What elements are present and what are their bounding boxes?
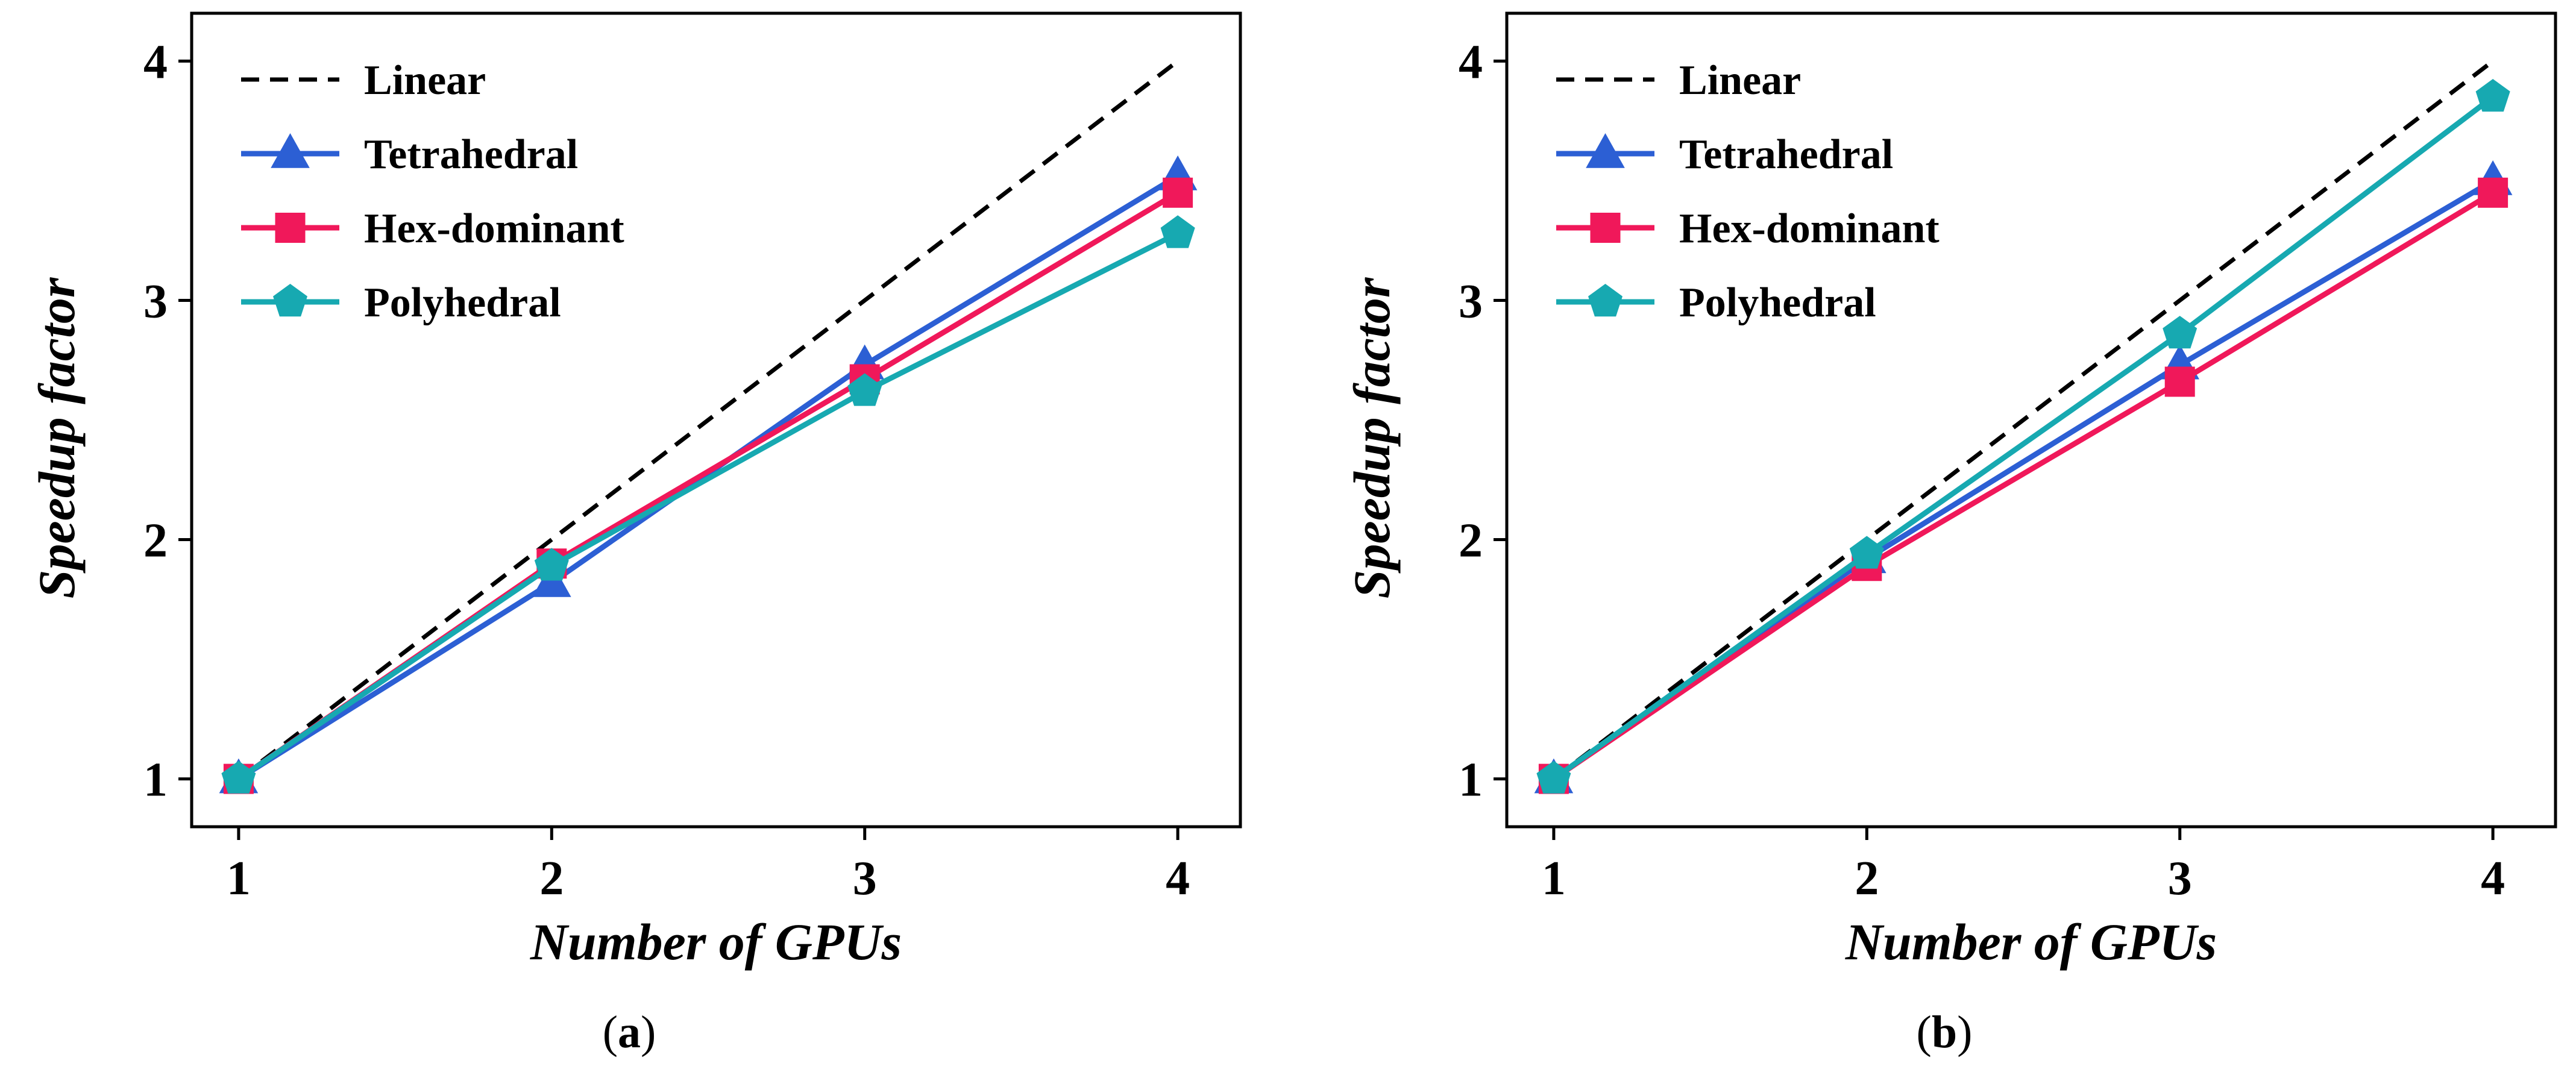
chart-a-legend-polyhedral-label: Polyhedral xyxy=(364,280,561,326)
chart-b-series-polyhedral-point-3 xyxy=(2163,316,2197,349)
chart-b: 1 2 3 4 1 2 3 4 Number of GPUs Speedup factor Line… xyxy=(1343,11,2557,1058)
chart-a-ytick-label-4: 4 xyxy=(143,36,168,89)
chart-a-series-polyhedral-line xyxy=(237,231,1180,782)
chart-a-series-polyhedral-point-2 xyxy=(534,548,569,581)
chart-b-xtick-label-2: 2 xyxy=(1855,852,1879,905)
chart-b-yaxis-label: Speedup factor xyxy=(1343,277,1401,598)
chart-b-series-polyhedral-point-2 xyxy=(1849,536,1884,569)
chart-a-xtick-label-3: 3 xyxy=(853,852,877,905)
chart-b-legend-hex-dominant-marker xyxy=(1590,213,1621,243)
chart-b-plot-frame xyxy=(1505,11,2557,829)
chart-a-series-polyhedral-point-1 xyxy=(221,760,256,794)
chart-b-series-hex-dominant-point-4 xyxy=(2478,177,2508,208)
chart-a-legend-tetrahedral-marker xyxy=(271,133,310,168)
chart-b-ytick-label-2: 2 xyxy=(1459,515,1483,568)
chart-b-series-polyhedral-line xyxy=(1552,95,2495,782)
chart-b-ytick-label-3: 3 xyxy=(1459,275,1483,328)
chart-a-series-hex-dominant xyxy=(223,177,1193,794)
chart-a-series-linear xyxy=(237,59,1180,781)
chart-b-legend-tetrahedral-label: Tetrahedral xyxy=(1679,131,1893,178)
chart-a-xtick-label-2: 2 xyxy=(539,852,564,905)
chart-a-yaxis-label: Speedup factor xyxy=(28,277,86,598)
chart-b-caption: (b) xyxy=(1917,1007,1973,1058)
chart-a-ytick-label-3: 3 xyxy=(143,275,168,328)
chart-a-ytick-label-2: 2 xyxy=(143,515,168,568)
chart-a-ytick-label-1: 1 xyxy=(143,754,168,807)
chart-b-legend-polyhedral-marker xyxy=(1588,284,1623,317)
chart-b-series-linear-line xyxy=(1552,59,2495,781)
chart-b-legend: Linear Tetrahedral Hex-dominant Polyhedral xyxy=(1556,57,1940,326)
chart-a-legend-hex-dominant-label: Hex-dominant xyxy=(364,205,624,252)
chart-a-series-linear-line xyxy=(237,59,1180,781)
chart-a-legend-tetrahedral-label: Tetrahedral xyxy=(364,131,578,178)
chart-b-ytick-label-4: 4 xyxy=(1459,36,1483,89)
chart-b-xaxis-label: Number of GPUs xyxy=(1845,913,2217,971)
chart-b-series-polyhedral xyxy=(1536,79,2510,794)
chart-a: 1 2 3 4 1 2 3 4 Number of GPUs Speedup factor Line… xyxy=(28,11,1242,1058)
chart-b-series-hex-dominant-line xyxy=(1552,190,2495,782)
chart-b-xtick-label-3: 3 xyxy=(2168,852,2192,905)
chart-b-series-polyhedral-point-1 xyxy=(1536,760,1571,794)
chart-a-legend-hex-dominant-marker xyxy=(275,213,306,243)
chart-a-legend-linear-label: Linear xyxy=(364,57,486,104)
chart-a-series-polyhedral xyxy=(221,215,1195,794)
chart-b-legend-tetrahedral-marker xyxy=(1586,133,1625,168)
chart-a-legend-polyhedral-marker xyxy=(273,284,307,317)
chart-a-series-polyhedral-point-4 xyxy=(1160,215,1195,248)
chart-b-series-polyhedral-point-4 xyxy=(2475,79,2510,112)
chart-a-xtick-label-4: 4 xyxy=(1166,852,1190,905)
chart-b-series-hex-dominant-point-3 xyxy=(2164,366,2195,397)
chart-b-series-tetrahedral-line xyxy=(1552,178,2495,782)
chart-a-series-polyhedral-point-3 xyxy=(847,373,882,406)
chart-a-plot-frame xyxy=(190,11,1242,829)
chart-a-legend: Linear Tetrahedral Hex-dominant Polyhedral xyxy=(241,57,624,326)
chart-b-xtick-label-1: 1 xyxy=(1542,852,1566,905)
chart-b-legend-polyhedral-label: Polyhedral xyxy=(1679,280,1876,326)
chart-a-xtick-label-1: 1 xyxy=(227,852,251,905)
chart-b-xtick-label-4: 4 xyxy=(2481,852,2505,905)
chart-b-ytick-label-1: 1 xyxy=(1459,754,1483,807)
chart-b-legend-hex-dominant-label: Hex-dominant xyxy=(1679,205,1940,252)
chart-a-series-hex-dominant-point-4 xyxy=(1163,177,1193,208)
chart-a-caption: (a) xyxy=(603,1007,656,1058)
chart-b-series-linear xyxy=(1552,59,2495,781)
chart-b-series-hex-dominant xyxy=(1538,177,2508,794)
chart-b-legend-linear-label: Linear xyxy=(1679,57,1801,104)
chart-a-xaxis-label: Number of GPUs xyxy=(530,913,902,971)
